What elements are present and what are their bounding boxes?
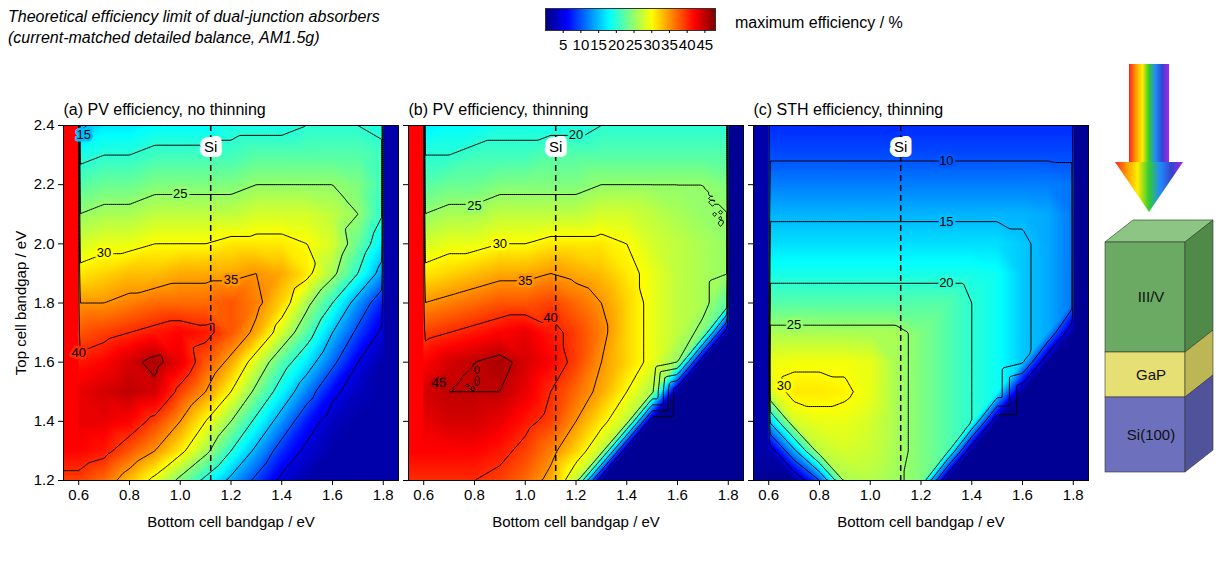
svg-text:35: 35	[518, 273, 532, 288]
html-text:maximum efficiency / %: maximum efficiency / %	[735, 14, 903, 31]
svg-text:1.2: 1.2	[221, 486, 242, 503]
svg-text:1.2: 1.2	[566, 486, 587, 503]
svg-text:35: 35	[224, 271, 238, 286]
svg-text:GaP: GaP	[1136, 366, 1166, 383]
svg-text:0.6: 0.6	[413, 486, 434, 503]
svg-text:45: 45	[697, 36, 714, 53]
svg-text:Si: Si	[204, 138, 217, 155]
svg-text:1.8: 1.8	[373, 486, 394, 503]
svg-text:Bottom cell bandgap / eV: Bottom cell bandgap / eV	[837, 513, 1005, 530]
svg-text:2.4: 2.4	[34, 116, 55, 133]
svg-text:25: 25	[173, 186, 187, 201]
svg-text:40: 40	[543, 310, 557, 325]
svg-text:1.4: 1.4	[271, 486, 292, 503]
svg-text:30: 30	[493, 236, 507, 251]
svg-text:Bottom cell bandgap / eV: Bottom cell bandgap / eV	[492, 513, 660, 530]
svg-text:1.4: 1.4	[961, 486, 982, 503]
svg-text:1.8: 1.8	[1063, 486, 1084, 503]
svg-text:30: 30	[643, 36, 660, 53]
svg-text:Si(100): Si(100)	[1127, 426, 1175, 443]
svg-text:0.6: 0.6	[68, 486, 89, 503]
svg-text:1.0: 1.0	[170, 486, 191, 503]
svg-text:(c) STH efficiency, thinning: (c) STH efficiency, thinning	[754, 101, 944, 118]
svg-text:1.8: 1.8	[718, 486, 739, 503]
html-text:Theoretical efficiency limit o: Theoretical efficiency limit of dual-jun…	[8, 8, 380, 25]
svg-text:40: 40	[679, 36, 696, 53]
svg-text:0.6: 0.6	[758, 486, 779, 503]
svg-text:15: 15	[939, 214, 953, 229]
svg-text:30: 30	[777, 378, 791, 393]
svg-text:0.8: 0.8	[119, 486, 140, 503]
svg-text:1.2: 1.2	[911, 486, 932, 503]
svg-text:1.6: 1.6	[322, 486, 343, 503]
svg-text:III/V: III/V	[1138, 288, 1165, 305]
svg-text:(b) PV efficiency, thinning: (b) PV efficiency, thinning	[409, 101, 589, 118]
svg-text:30: 30	[97, 245, 111, 260]
svg-text:1.4: 1.4	[34, 412, 55, 429]
svg-text:1.6: 1.6	[34, 353, 55, 370]
svg-text:Bottom cell bandgap / eV: Bottom cell bandgap / eV	[147, 513, 315, 530]
svg-text:20: 20	[569, 127, 583, 142]
svg-text:1.0: 1.0	[515, 486, 536, 503]
svg-text:40: 40	[71, 345, 85, 360]
svg-text:20: 20	[608, 36, 625, 53]
svg-text:5: 5	[559, 36, 567, 53]
html-text:(current-matched detailed bala: (current-matched detailed balance, AM1.5…	[8, 29, 320, 46]
svg-text:10: 10	[939, 153, 953, 168]
svg-text:15: 15	[590, 36, 607, 53]
svg-text:35: 35	[661, 36, 678, 53]
svg-text:15: 15	[77, 127, 91, 142]
svg-text:1.4: 1.4	[616, 486, 637, 503]
svg-text:10: 10	[573, 36, 590, 53]
svg-text:0.8: 0.8	[809, 486, 830, 503]
svg-text:Si: Si	[549, 138, 562, 155]
svg-text:1.2: 1.2	[34, 471, 55, 488]
svg-text:(a) PV efficiency, no thinning: (a) PV efficiency, no thinning	[64, 101, 266, 118]
svg-text:2.2: 2.2	[34, 175, 55, 192]
svg-text:25: 25	[467, 198, 481, 213]
svg-text:1.6: 1.6	[667, 486, 688, 503]
svg-text:45: 45	[432, 375, 446, 390]
svg-text:Si: Si	[894, 138, 907, 155]
svg-text:1.8: 1.8	[34, 294, 55, 311]
svg-text:1.0: 1.0	[860, 486, 881, 503]
svg-text:25: 25	[626, 36, 643, 53]
svg-text:2.0: 2.0	[34, 235, 55, 252]
svg-text:25: 25	[787, 317, 801, 332]
svg-text:0.8: 0.8	[464, 486, 485, 503]
svg-text:Top cell bandgap / eV: Top cell bandgap / eV	[12, 231, 29, 375]
svg-text:20: 20	[939, 275, 953, 290]
svg-text:1.6: 1.6	[1012, 486, 1033, 503]
